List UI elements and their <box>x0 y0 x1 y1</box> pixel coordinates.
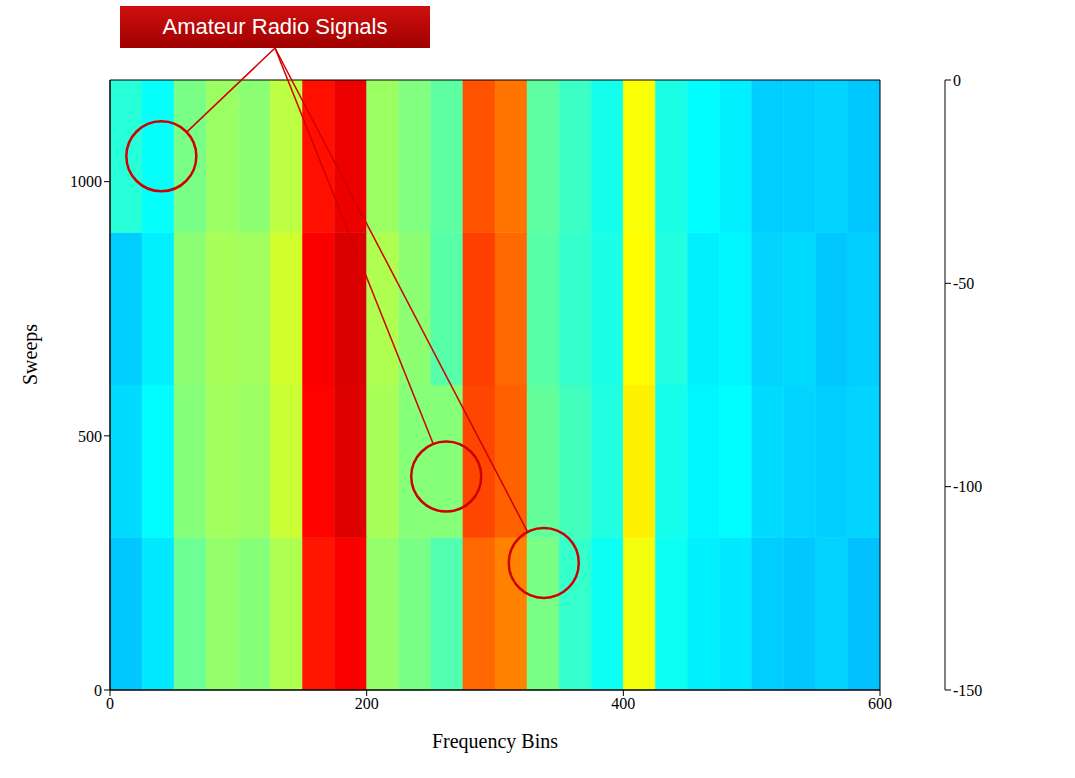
svg-text:0: 0 <box>94 682 102 699</box>
svg-text:400: 400 <box>611 695 635 712</box>
svg-text:Sweeps: Sweeps <box>19 324 42 385</box>
svg-text:0: 0 <box>106 695 114 712</box>
svg-text:200: 200 <box>355 695 379 712</box>
html-text:Amateur Radio Signals: Amateur Radio Signals <box>162 14 388 39</box>
svg-text:0: 0 <box>953 72 961 89</box>
svg-text:-50: -50 <box>953 275 974 292</box>
svg-text:Frequency Bins: Frequency Bins <box>432 730 558 753</box>
svg-text:500: 500 <box>78 428 102 445</box>
svg-text:1000: 1000 <box>70 173 102 190</box>
svg-text:-100: -100 <box>953 478 982 495</box>
svg-text:600: 600 <box>868 695 892 712</box>
svg-text:-150: -150 <box>953 682 982 699</box>
